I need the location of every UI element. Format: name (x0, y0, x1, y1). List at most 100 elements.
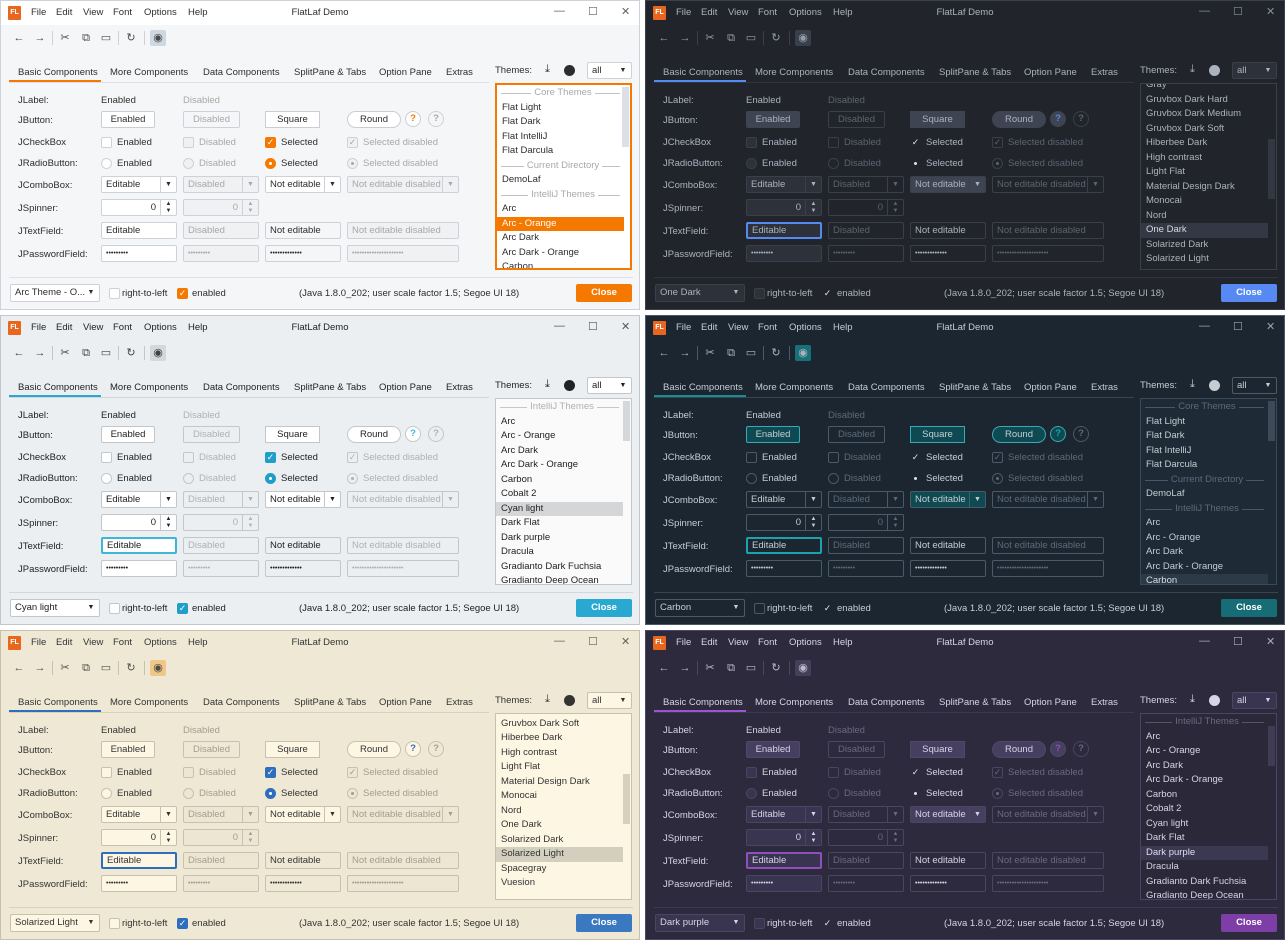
minimize-icon[interactable]: — (1199, 5, 1210, 17)
minimize-icon[interactable]: — (554, 635, 565, 647)
tab-2[interactable]: Data Components (848, 382, 925, 393)
radio-selected[interactable] (910, 788, 921, 799)
help-button[interactable]: ? (1050, 741, 1066, 757)
back-icon[interactable]: ← (658, 32, 670, 44)
combo-editable[interactable]: Editable ▼ (101, 176, 177, 193)
theme-list-item[interactable]: Arc (1146, 517, 1161, 528)
back-icon[interactable]: ← (658, 347, 670, 359)
radio-enabled[interactable] (746, 158, 757, 169)
theme-list-item[interactable]: DemoLaf (1146, 488, 1185, 499)
eye-icon[interactable]: ◉ (150, 345, 166, 361)
textfield-editable[interactable]: Editable (101, 222, 177, 239)
close-button[interactable]: Close (1221, 914, 1277, 932)
paste-icon[interactable]: ▭ (745, 347, 757, 359)
theme-combo[interactable]: Solarized Light ▼ (10, 914, 100, 932)
checkbox-selected[interactable]: ✓ (265, 452, 276, 463)
theme-combo[interactable]: One Dark ▼ (655, 284, 745, 302)
cut-icon[interactable]: ✂ (60, 347, 70, 359)
cut-icon[interactable]: ✂ (705, 32, 715, 44)
theme-list-item[interactable]: Carbon (1146, 788, 1178, 800)
theme-combo[interactable]: Dark purple ▼ (655, 914, 745, 932)
tab-4[interactable]: Option Pane (379, 382, 432, 393)
theme-list-item[interactable]: High contrast (1146, 151, 1202, 163)
theme-combo[interactable]: Arc Theme - O... ▼ (10, 284, 100, 302)
theme-list-item[interactable]: Arc (502, 203, 517, 214)
textfield-editable[interactable]: Editable (746, 852, 822, 869)
download-icon[interactable]: ⤓ (1190, 378, 1195, 390)
theme-list-item[interactable]: Carbon (501, 473, 533, 485)
theme-list-item[interactable]: Cyan light (1146, 817, 1189, 829)
theme-list-item[interactable]: Carbon (1141, 574, 1268, 584)
copy-icon[interactable]: ⧉ (727, 32, 735, 44)
theme-list-item[interactable]: Dracula (1146, 861, 1179, 872)
back-icon[interactable]: ← (658, 662, 670, 674)
combo-editable[interactable]: Editable ▼ (746, 176, 822, 193)
eye-icon[interactable]: ◉ (795, 345, 811, 361)
theme-list-item[interactable]: Arc - Orange (1146, 531, 1201, 543)
round-button[interactable]: Round (992, 426, 1046, 443)
square-button[interactable]: Square (265, 741, 320, 758)
menu-edit[interactable]: Edit (701, 322, 718, 333)
list-scrollbar-thumb[interactable] (623, 401, 630, 441)
theme-list-item[interactable]: Dark purple (1141, 845, 1268, 860)
theme-filter-combo[interactable]: all ▼ (1232, 692, 1277, 709)
menu-edit[interactable]: Edit (701, 637, 718, 648)
right-to-left-checkbox[interactable] (109, 918, 120, 929)
textfield-not-editable[interactable]: Not editable (265, 222, 341, 239)
help-button[interactable]: ? (1050, 426, 1066, 442)
close-icon[interactable]: ✕ (621, 636, 631, 648)
password-field-not-editable[interactable]: ••••••••••••• (265, 245, 341, 262)
radio-selected[interactable] (265, 158, 276, 169)
theme-list-item[interactable]: Arc Dark - Orange (502, 246, 580, 258)
theme-list-item[interactable]: Gradianto Deep Ocean (501, 575, 599, 585)
refresh-icon[interactable]: ↻ (771, 662, 781, 674)
eye-icon[interactable]: ◉ (150, 30, 166, 46)
paste-icon[interactable]: ▭ (100, 662, 112, 674)
spinner-arrows-icon[interactable]: ▲ ▼ (805, 830, 821, 845)
checkbox-enabled[interactable] (101, 767, 112, 778)
theme-list-item[interactable]: Light Flat (501, 761, 541, 772)
spinner-arrows-icon[interactable]: ▲ ▼ (160, 830, 176, 845)
combo-not-editable[interactable]: Not editable ▼ (265, 176, 341, 193)
forward-icon[interactable]: → (679, 347, 691, 359)
theme-list-item[interactable]: Flat Dark (502, 116, 541, 127)
password-field[interactable]: ••••••••• (746, 560, 822, 577)
tab-4[interactable]: Option Pane (1024, 697, 1077, 708)
enabled-button[interactable]: Enabled (746, 426, 800, 443)
refresh-icon[interactable]: ↻ (126, 662, 136, 674)
close-icon[interactable]: ✕ (1266, 6, 1276, 18)
textfield-editable[interactable]: Editable (746, 222, 822, 239)
combo-editable[interactable]: Editable ▼ (746, 491, 822, 508)
password-field[interactable]: ••••••••• (101, 875, 177, 892)
forward-icon[interactable]: → (34, 32, 46, 44)
github-icon[interactable] (1209, 380, 1220, 391)
theme-list-item[interactable]: Flat Light (1146, 415, 1186, 427)
tab-0[interactable]: Basic Components (18, 67, 98, 78)
github-icon[interactable] (1209, 65, 1220, 76)
theme-list-item[interactable]: Solarized Light (1146, 253, 1209, 264)
theme-list-item[interactable]: Arc Dark - Orange (1146, 560, 1224, 572)
menu-help[interactable]: Help (188, 322, 208, 333)
checkbox-enabled[interactable] (746, 137, 757, 148)
radio-enabled[interactable] (746, 473, 757, 484)
theme-list-item[interactable]: DemoLaf (502, 174, 541, 185)
tab-4[interactable]: Option Pane (379, 697, 432, 708)
theme-list-item[interactable]: Light Flat (1146, 166, 1186, 177)
menu-options[interactable]: Options (144, 7, 177, 18)
theme-list-item[interactable]: Arc Dark - Orange (501, 459, 579, 470)
menu-file[interactable]: File (676, 7, 692, 18)
theme-combo[interactable]: Carbon ▼ (655, 599, 745, 617)
theme-list-item[interactable]: Flat Darcula (1146, 459, 1198, 470)
theme-filter-combo[interactable]: all ▼ (1232, 62, 1277, 79)
checkbox-enabled[interactable] (101, 452, 112, 463)
spinner-arrows-icon[interactable]: ▲ ▼ (805, 200, 821, 215)
menu-view[interactable]: View (83, 7, 104, 18)
textfield-not-editable[interactable]: Not editable (910, 537, 986, 554)
square-button[interactable]: Square (910, 741, 965, 758)
download-icon[interactable]: ⤓ (1190, 693, 1195, 705)
theme-list-item[interactable]: Solarized Dark (1146, 238, 1209, 250)
enabled-button[interactable]: Enabled (746, 111, 800, 128)
menu-font[interactable]: Font (758, 7, 778, 18)
tab-2[interactable]: Data Components (203, 697, 280, 708)
